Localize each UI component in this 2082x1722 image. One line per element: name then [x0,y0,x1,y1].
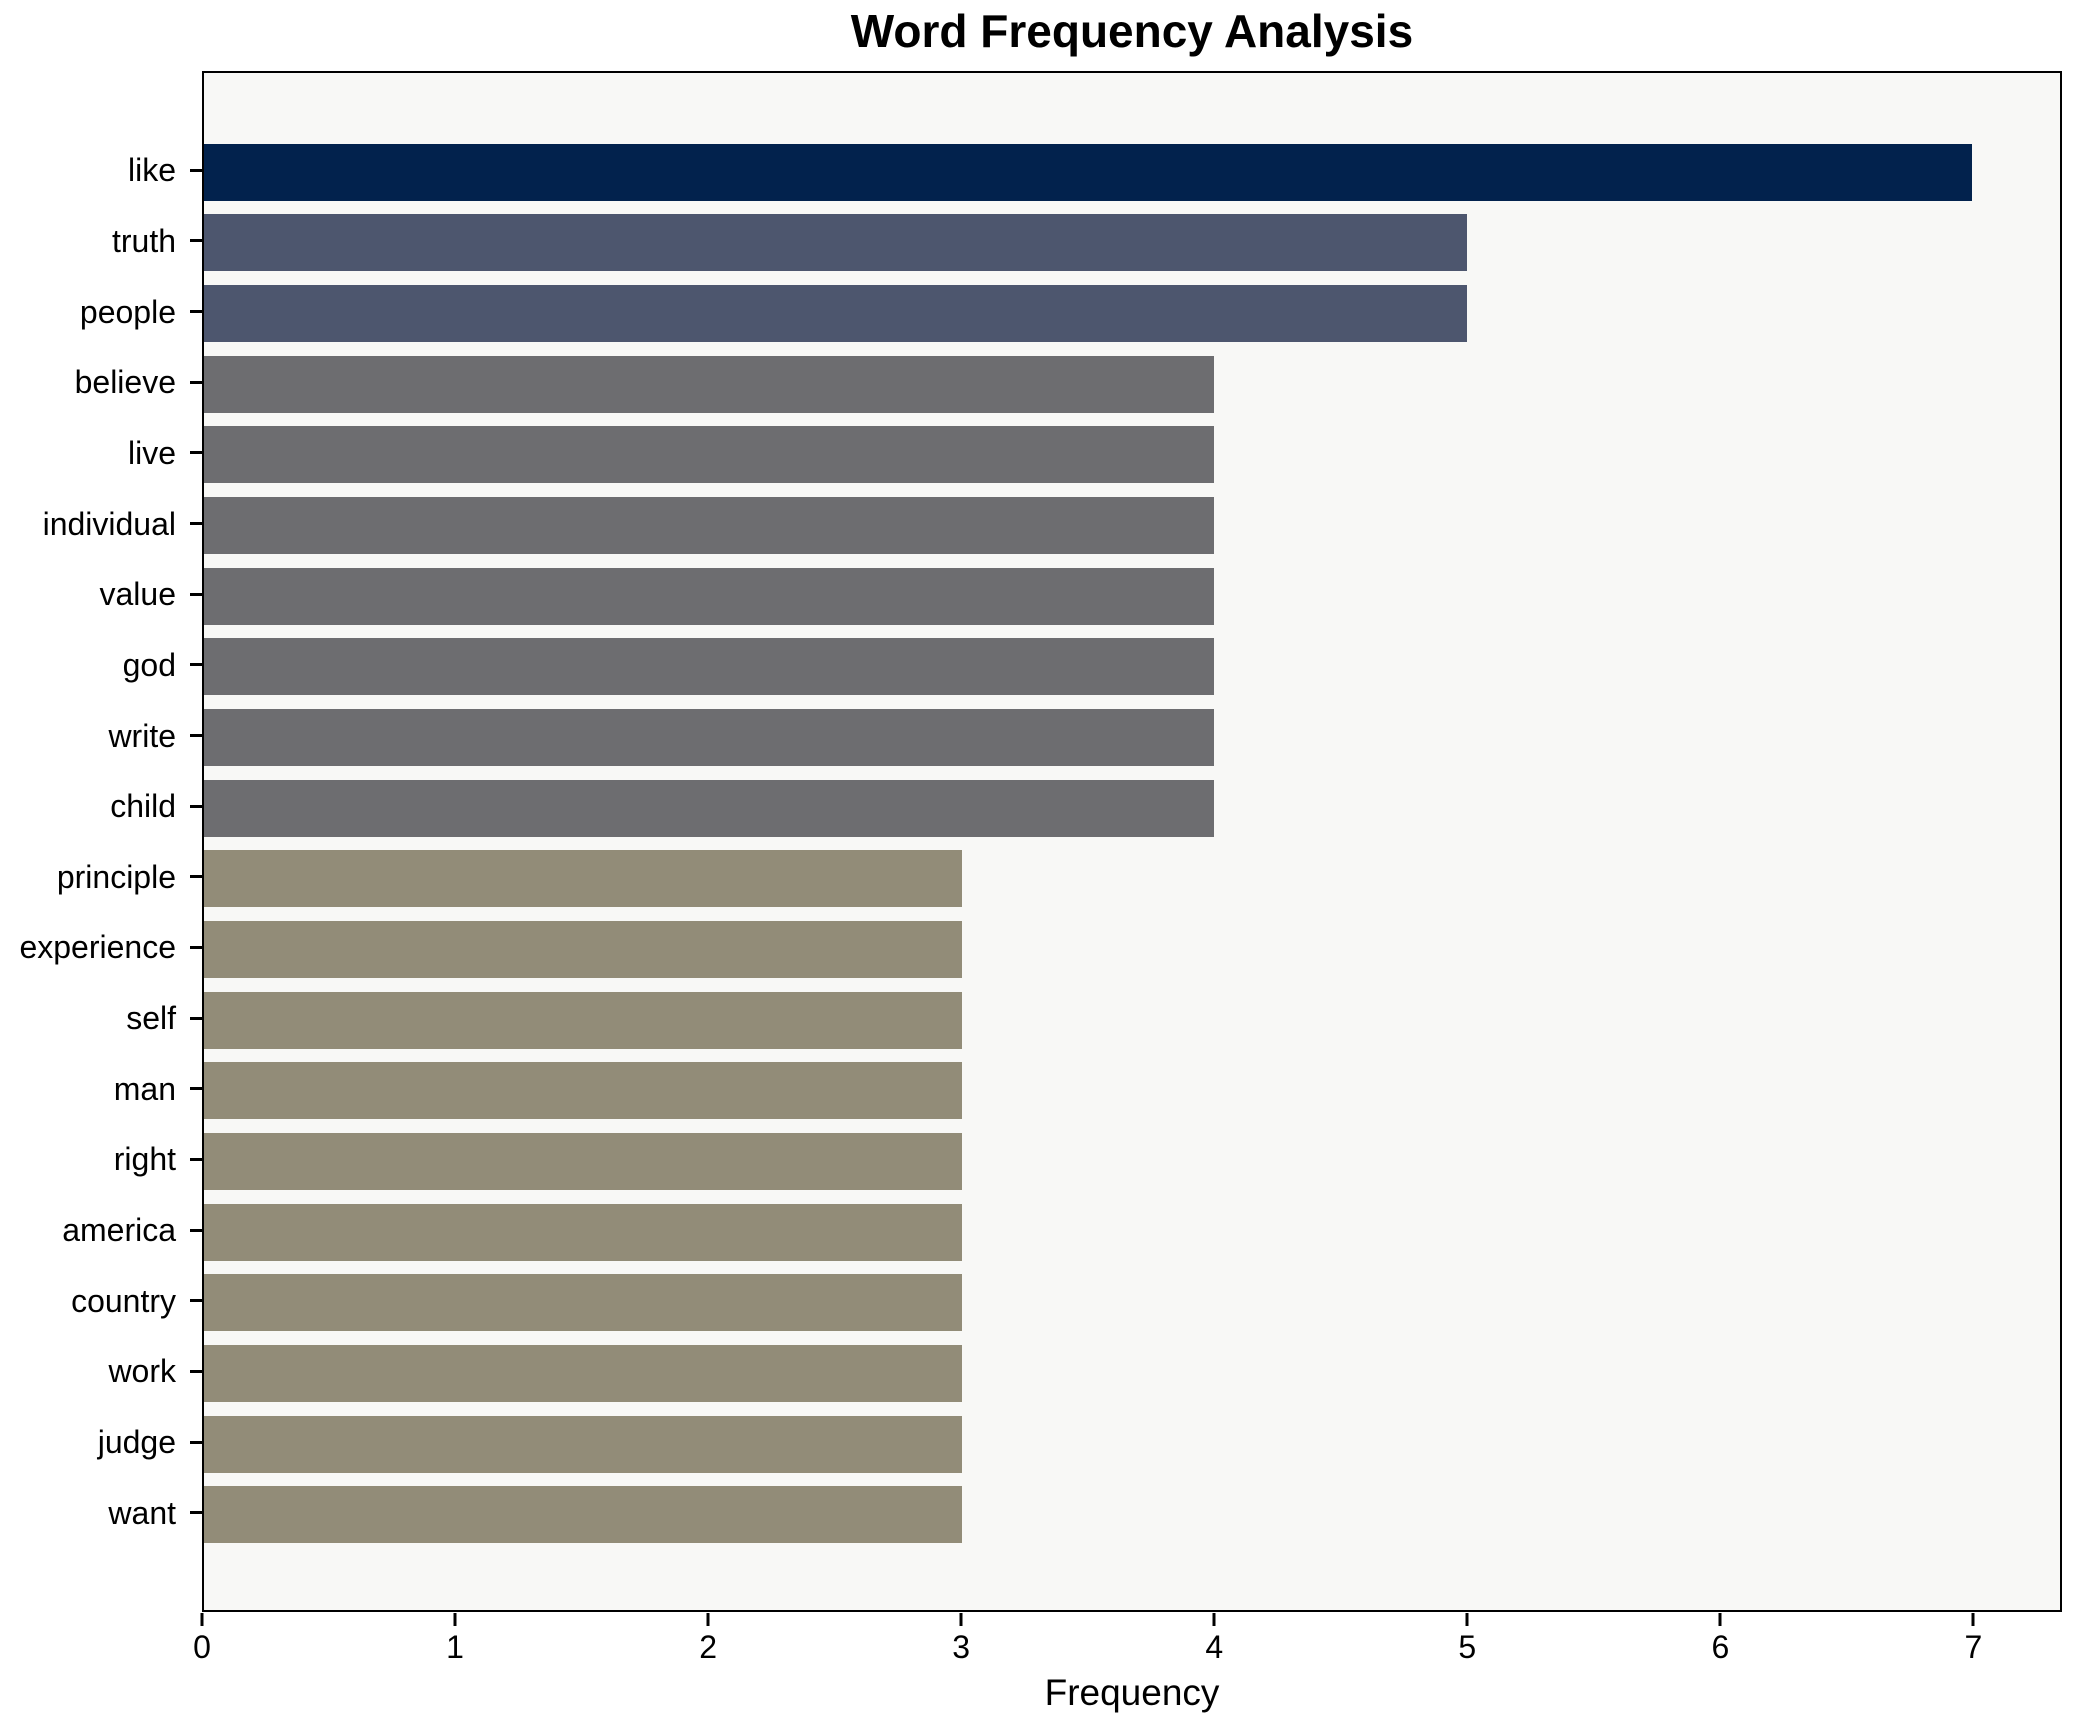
ytick-label-judge: judge [97,1424,176,1460]
ytick-mark-america [190,1229,202,1232]
xtick-mark-2 [706,1613,710,1626]
ytick-mark-live [190,451,202,454]
ytick-label-self: self [126,1000,176,1036]
ytick-mark-people [190,310,202,313]
bar-america [204,1204,962,1261]
ytick-mark-value [190,593,202,596]
ytick-label-truth: truth [111,223,176,259]
ytick-label-like: like [127,152,176,188]
xtick-mark-7 [1971,1613,1975,1626]
ytick-label-right: right [113,1141,176,1177]
ytick-label-individual: individual [42,506,176,542]
ytick-mark-self [190,1017,202,1020]
xtick-label-3: 3 [952,1629,971,1665]
ytick-label-experience: experience [19,929,176,965]
ytick-label-people: people [79,294,176,330]
xtick-mark-4 [1212,1613,1216,1626]
ytick-mark-right [190,1158,202,1161]
ytick-label-work: work [108,1353,176,1389]
ytick-mark-country [190,1299,202,1302]
ytick-mark-like [190,169,202,172]
bar-believe [204,356,1215,413]
y-axis: like truth people believe live individual valu… [0,71,202,1612]
xtick-mark-6 [1718,1613,1722,1626]
bar-truth [204,214,1467,271]
xtick-mark-0 [200,1613,204,1626]
bar-country [204,1274,962,1331]
bar-right [204,1133,962,1190]
ytick-mark-experience [190,946,202,949]
ytick-mark-work [190,1370,202,1373]
xtick-label-7: 7 [1964,1629,1983,1665]
ytick-mark-individual [190,522,202,525]
ytick-mark-truth [190,239,202,242]
bar-judge [204,1416,962,1473]
bar-people [204,285,1467,342]
ytick-label-country: country [71,1283,176,1319]
bar-individual [204,497,1215,554]
xtick-mark-1 [453,1613,457,1626]
ytick-mark-principle [190,875,202,878]
bar-self [204,992,962,1049]
bar-man [204,1062,962,1119]
x-axis-title: Frequency [1044,1672,1220,1713]
xtick-label-1: 1 [446,1629,464,1665]
ytick-mark-want [190,1511,202,1514]
bar-value [204,568,1215,625]
bar-god [204,638,1215,695]
bar-principle [204,850,962,907]
xtick-label-5: 5 [1458,1629,1477,1665]
bar-want [204,1486,962,1543]
ytick-label-value: value [99,576,177,612]
ytick-label-america: america [62,1212,176,1248]
bar-work [204,1345,962,1402]
ytick-label-live: live [127,435,176,471]
bar-child [204,780,1215,837]
chart-title: Word Frequency Analysis [850,5,1414,57]
plot-area [202,71,2062,1612]
ytick-label-believe: believe [74,364,176,400]
ytick-label-principle: principle [56,859,176,895]
ytick-mark-god [190,663,202,666]
xtick-label-0: 0 [193,1629,211,1665]
bar-like [204,144,1972,201]
bars-layer [204,73,2060,1610]
xtick-mark-3 [959,1613,963,1626]
ytick-label-god: god [122,647,176,683]
xtick-label-4: 4 [1205,1629,1224,1665]
xtick-mark-5 [1465,1613,1469,1626]
ytick-label-want: want [108,1495,176,1531]
x-axis: 0 1 2 3 4 5 6 7 [193,1613,2062,1683]
bar-write [204,709,1215,766]
xtick-label-2: 2 [699,1629,718,1665]
ytick-mark-man [190,1087,202,1090]
ytick-mark-write [190,734,202,737]
ytick-label-write: write [108,718,176,754]
ytick-mark-believe [190,381,202,384]
ytick-label-man: man [113,1071,176,1107]
xtick-label-6: 6 [1711,1629,1730,1665]
ytick-label-child: child [110,788,176,824]
bar-experience [204,921,962,978]
ytick-mark-judge [190,1441,202,1444]
ytick-mark-child [190,805,202,808]
bar-live [204,426,1215,483]
